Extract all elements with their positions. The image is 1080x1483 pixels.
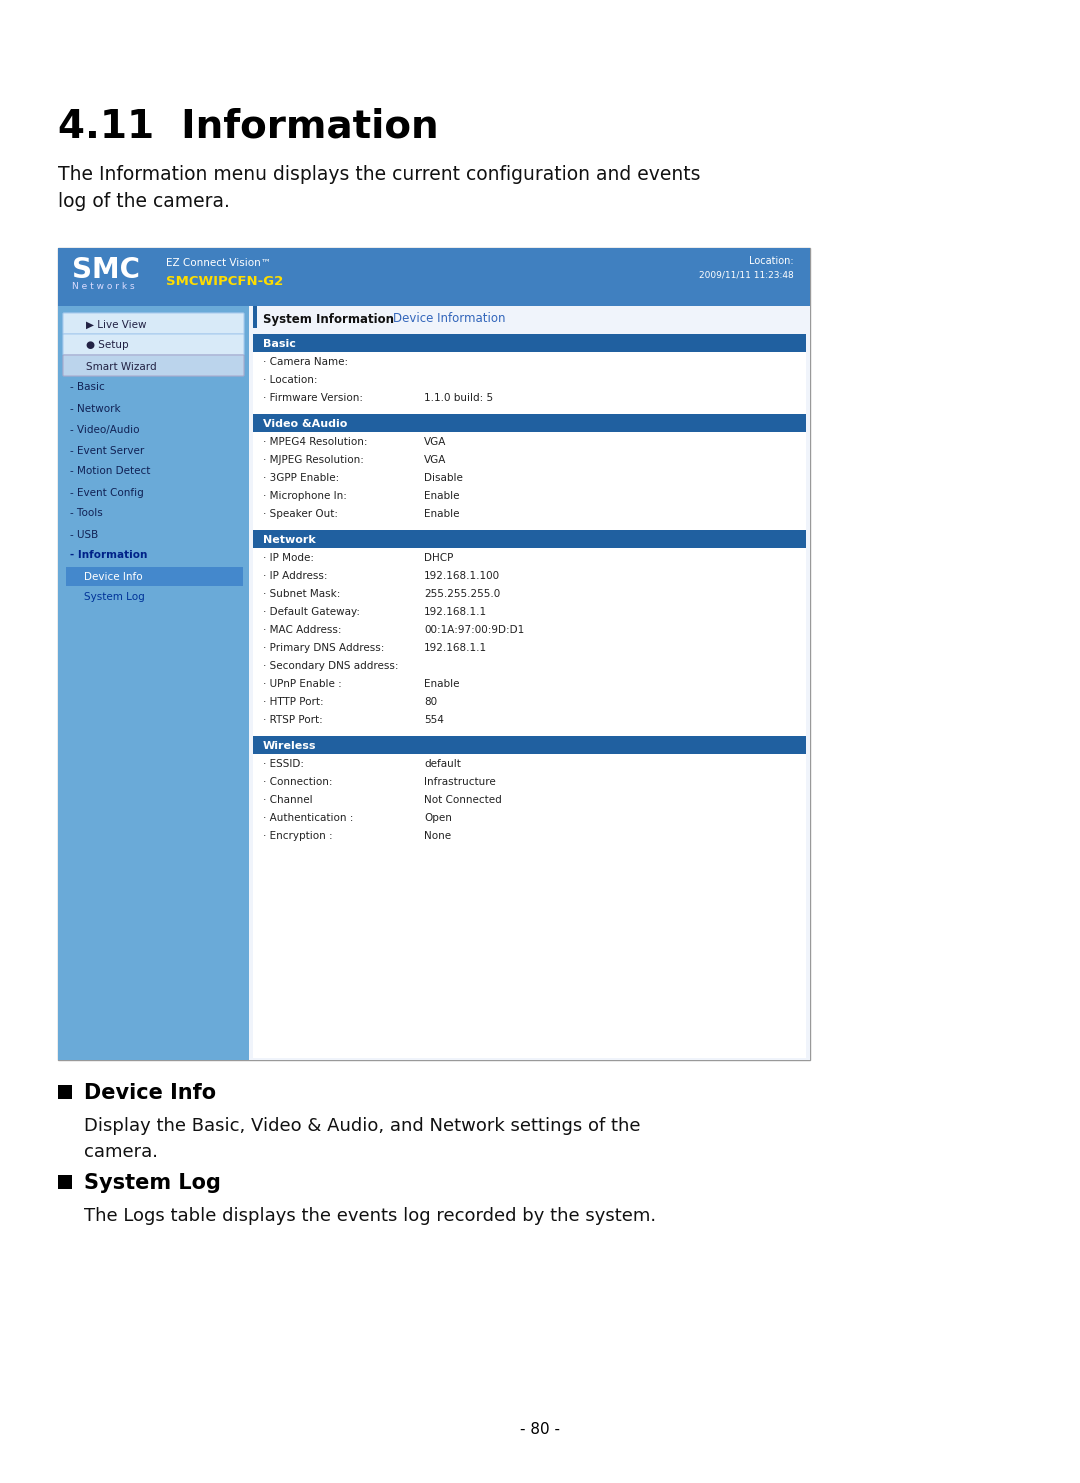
Text: Open: Open — [424, 813, 451, 823]
Text: Device Info: Device Info — [84, 571, 143, 581]
Text: DHCP: DHCP — [424, 553, 454, 564]
Text: The Logs table displays the events log recorded by the system.: The Logs table displays the events log r… — [84, 1207, 657, 1225]
Text: - Tools: - Tools — [70, 509, 103, 519]
Text: Enable: Enable — [424, 509, 459, 519]
Text: N e t w o r k s: N e t w o r k s — [72, 282, 135, 291]
Text: - Information: - Information — [70, 550, 147, 561]
Text: Infrastructure: Infrastructure — [424, 777, 496, 787]
Text: Basic: Basic — [264, 340, 296, 349]
Text: 554: 554 — [424, 715, 444, 725]
Text: 192.168.1.1: 192.168.1.1 — [424, 644, 487, 653]
Bar — [58, 1086, 72, 1099]
Text: · RTSP Port:: · RTSP Port: — [264, 715, 323, 725]
Text: 192.168.1.100: 192.168.1.100 — [424, 571, 500, 581]
Text: Video &Audio: Video &Audio — [264, 420, 348, 429]
Text: Not Connected: Not Connected — [424, 795, 502, 805]
Text: The Information menu displays the current configuration and events
log of the ca: The Information menu displays the curren… — [58, 165, 701, 211]
Text: · Authentication :: · Authentication : — [264, 813, 353, 823]
Text: Display the Basic, Video & Audio, and Network settings of the
camera.: Display the Basic, Video & Audio, and Ne… — [84, 1117, 640, 1161]
FancyBboxPatch shape — [63, 313, 244, 334]
Text: - Event Config: - Event Config — [70, 488, 144, 497]
Text: · Channel: · Channel — [264, 795, 312, 805]
Text: 4.11  Information: 4.11 Information — [58, 108, 438, 145]
Bar — [253, 736, 806, 753]
Text: ● Setup: ● Setup — [86, 341, 129, 350]
Bar — [66, 567, 243, 586]
Bar — [253, 414, 806, 432]
Text: SMC: SMC — [72, 257, 140, 285]
Text: ▶ Live View: ▶ Live View — [86, 319, 147, 329]
Text: · Camera Name:: · Camera Name: — [264, 357, 348, 366]
Bar — [253, 529, 806, 549]
Bar — [253, 334, 806, 1057]
FancyBboxPatch shape — [63, 334, 244, 354]
Text: VGA: VGA — [424, 455, 446, 466]
Text: · Location:: · Location: — [264, 375, 318, 386]
Text: Network: Network — [264, 535, 315, 544]
Text: Smart Wizard: Smart Wizard — [86, 362, 157, 372]
Text: - 80 -: - 80 - — [519, 1422, 561, 1437]
Text: · MAC Address:: · MAC Address: — [264, 624, 341, 635]
Text: · Encryption :: · Encryption : — [264, 830, 333, 841]
Text: · Primary DNS Address:: · Primary DNS Address: — [264, 644, 384, 653]
Text: Device Info: Device Info — [84, 1083, 216, 1103]
Text: System Log: System Log — [84, 593, 145, 602]
Bar — [253, 334, 806, 351]
Text: default: default — [424, 759, 461, 770]
Text: System Log: System Log — [84, 1173, 221, 1192]
Text: · Secondary DNS address:: · Secondary DNS address: — [264, 661, 399, 670]
Text: 80: 80 — [424, 697, 437, 707]
FancyBboxPatch shape — [63, 354, 244, 377]
Text: - Motion Detect: - Motion Detect — [70, 467, 150, 476]
Text: 2009/11/11 11:23:48: 2009/11/11 11:23:48 — [699, 270, 794, 279]
Text: · Microphone In:: · Microphone In: — [264, 491, 347, 501]
Text: · IP Address:: · IP Address: — [264, 571, 327, 581]
Text: · IP Mode:: · IP Mode: — [264, 553, 314, 564]
Text: - Event Server: - Event Server — [70, 445, 145, 455]
Bar — [58, 1175, 72, 1189]
Text: None: None — [424, 830, 451, 841]
Text: Wireless: Wireless — [264, 742, 316, 750]
Text: · MPEG4 Resolution:: · MPEG4 Resolution: — [264, 437, 367, 446]
Bar — [249, 305, 810, 1060]
Text: · Default Gateway:: · Default Gateway: — [264, 607, 360, 617]
Text: Enable: Enable — [424, 679, 459, 690]
Text: VGA: VGA — [424, 437, 446, 446]
Text: · 3GPP Enable:: · 3GPP Enable: — [264, 473, 339, 483]
Text: · HTTP Port:: · HTTP Port: — [264, 697, 324, 707]
Text: Location:: Location: — [750, 257, 794, 265]
Text: Device Information: Device Information — [393, 313, 505, 325]
Bar — [58, 248, 810, 1060]
Text: Enable: Enable — [424, 491, 459, 501]
Text: - Network: - Network — [70, 403, 121, 414]
Text: 192.168.1.1: 192.168.1.1 — [424, 607, 487, 617]
Text: - Video/Audio: - Video/Audio — [70, 424, 139, 435]
Text: · Speaker Out:: · Speaker Out: — [264, 509, 338, 519]
Text: EZ Connect Vision™: EZ Connect Vision™ — [166, 258, 271, 268]
Text: System Information: System Information — [264, 313, 394, 325]
Text: 255.255.255.0: 255.255.255.0 — [424, 589, 500, 599]
Bar — [58, 248, 810, 305]
Bar — [253, 305, 257, 328]
Text: · ESSID:: · ESSID: — [264, 759, 303, 770]
Text: 1.1.0 build: 5: 1.1.0 build: 5 — [424, 393, 494, 403]
Text: · MJPEG Resolution:: · MJPEG Resolution: — [264, 455, 364, 466]
Text: - USB: - USB — [70, 529, 98, 540]
Text: · UPnP Enable :: · UPnP Enable : — [264, 679, 341, 690]
Text: · Firmware Version:: · Firmware Version: — [264, 393, 363, 403]
Text: · Connection:: · Connection: — [264, 777, 333, 787]
Text: · Subnet Mask:: · Subnet Mask: — [264, 589, 340, 599]
Bar — [58, 305, 249, 1060]
Text: - Basic: - Basic — [70, 383, 105, 393]
Text: 00:1A:97:00:9D:D1: 00:1A:97:00:9D:D1 — [424, 624, 524, 635]
Text: Disable: Disable — [424, 473, 463, 483]
Text: SMCWIPCFN-G2: SMCWIPCFN-G2 — [166, 274, 283, 288]
